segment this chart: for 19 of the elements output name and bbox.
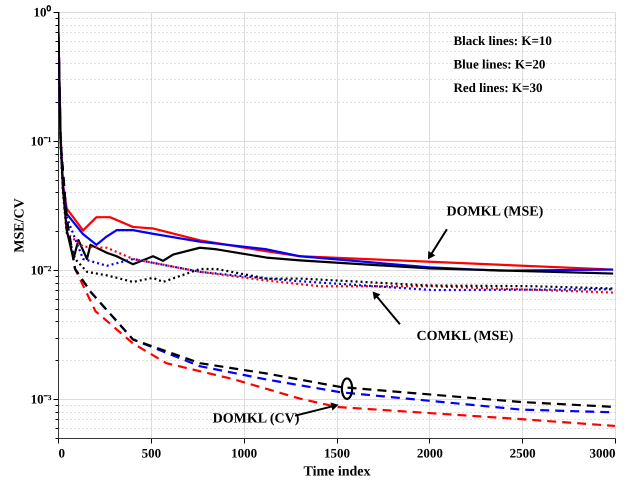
x-tick-label: 500 bbox=[142, 446, 162, 460]
x-tick-label: 1000 bbox=[231, 446, 258, 460]
annotation: COMKL (MSE) bbox=[416, 329, 514, 344]
x-tick-label: 0 bbox=[58, 446, 65, 460]
x-tick-label: 2500 bbox=[510, 446, 536, 460]
x-axis-title: Time index bbox=[303, 464, 371, 480]
x-tick-label: 1500 bbox=[324, 446, 350, 460]
y-tick-label: 10⁻¹ bbox=[30, 134, 52, 149]
annotation: DOMKL (MSE) bbox=[446, 204, 544, 220]
y-tick-label: 10⁻³ bbox=[30, 392, 52, 407]
y-tick-label: 10⁻² bbox=[30, 262, 52, 278]
y-axis-title: MSE/CV bbox=[12, 198, 28, 253]
x-tick-label: 3000 bbox=[590, 446, 616, 460]
annotation: Black lines: K=10 bbox=[453, 32, 552, 48]
y-tick-label: 10⁰ bbox=[34, 4, 52, 20]
annotation: Red lines: K=30 bbox=[453, 80, 542, 95]
annotation: DOMKL (CV) bbox=[212, 412, 300, 427]
x-tick-label: 2000 bbox=[416, 446, 443, 460]
annotation: Blue lines: K=20 bbox=[453, 56, 546, 72]
